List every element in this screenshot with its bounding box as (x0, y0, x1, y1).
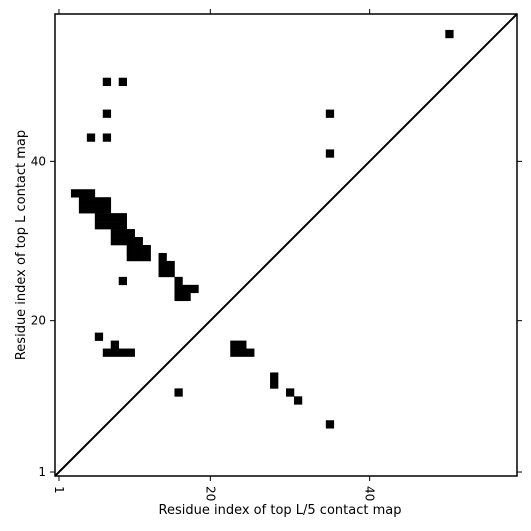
contact-cell (293, 396, 303, 405)
contact-cell (158, 252, 167, 262)
contact-cell (102, 109, 112, 118)
contact-cell (94, 205, 104, 214)
contact-cell (70, 189, 80, 198)
contact-cell (94, 332, 104, 341)
contact-cell (102, 77, 112, 86)
contact-cell (126, 237, 135, 246)
contact-cell (270, 380, 279, 389)
contact-cell (86, 189, 96, 198)
contact-cell (78, 197, 88, 206)
contact-cell (174, 292, 183, 302)
contact-cell (286, 388, 295, 397)
contact-cell (110, 340, 120, 349)
contact-cell (230, 340, 239, 349)
contact-cell (158, 268, 167, 278)
contact-cell (230, 348, 239, 357)
contact-cell (118, 276, 127, 286)
contact-cell (94, 213, 104, 222)
contact-cell (325, 420, 335, 429)
y-tick-label: 40 (31, 154, 46, 168)
contact-cell (325, 149, 335, 158)
contact-cell (182, 292, 191, 302)
contact-cell (94, 221, 104, 230)
contact-cell (134, 237, 143, 246)
contact-cell (270, 372, 279, 381)
contact-cell (174, 284, 183, 294)
contact-cell (102, 133, 112, 142)
contact-cell (86, 197, 96, 206)
contact-cell (110, 348, 120, 357)
ticks-layer: 1 20 40 1 20 40 (31, 9, 522, 501)
contact-cell (166, 260, 175, 270)
y-tick-label: 20 (31, 314, 46, 328)
contact-cell (126, 252, 135, 262)
contact-cell (238, 340, 247, 349)
plot-frame (54, 13, 518, 477)
contact-cell (110, 221, 120, 230)
contact-cell (325, 109, 335, 118)
contact-cell (174, 276, 183, 286)
contact-cell (86, 205, 96, 214)
contact-cell (126, 245, 135, 254)
contact-cell (118, 221, 127, 230)
contact-cell (94, 197, 104, 206)
contact-cell (102, 205, 112, 214)
contact-cell (78, 205, 88, 214)
y-tick-label: 1 (38, 465, 46, 479)
contact-cell (102, 197, 112, 206)
contact-cell (110, 229, 120, 238)
contact-cell (78, 189, 88, 198)
contact-cell (190, 284, 199, 294)
contact-cell (246, 348, 255, 357)
contact-cell (102, 213, 112, 222)
contact-cell (118, 213, 127, 222)
contact-cell (118, 237, 127, 246)
contact-cell (118, 348, 127, 357)
contact-cells (70, 29, 454, 429)
x-tick-label: 40 (363, 486, 377, 501)
contact-cell (174, 388, 183, 397)
diagonal-line (54, 13, 518, 477)
contact-cell (142, 252, 151, 262)
x-tick-label: 1 (52, 486, 66, 494)
contact-cell (182, 284, 191, 294)
contact-cell (134, 245, 143, 254)
diagonal-layer (54, 13, 518, 477)
contact-cell (110, 237, 120, 246)
contact-cell (86, 133, 96, 142)
contact-cell (102, 221, 112, 230)
contact-cell (110, 213, 120, 222)
contact-cell (238, 348, 247, 357)
contact-cell (102, 348, 112, 357)
contact-cell (445, 29, 454, 39)
x-tick-label: 20 (203, 486, 217, 501)
contact-cell (126, 229, 135, 238)
contact-cell (142, 245, 151, 254)
contact-cell (118, 229, 127, 238)
contact-cell (166, 268, 175, 278)
x-axis-label: Residue index of top L/5 contact map (159, 503, 402, 518)
contact-cell (134, 252, 143, 262)
contact-cell (126, 348, 135, 357)
y-axis-label: Residue index of top L contact map (14, 130, 29, 360)
contact-cell (158, 260, 167, 270)
contact-cell (118, 77, 127, 86)
